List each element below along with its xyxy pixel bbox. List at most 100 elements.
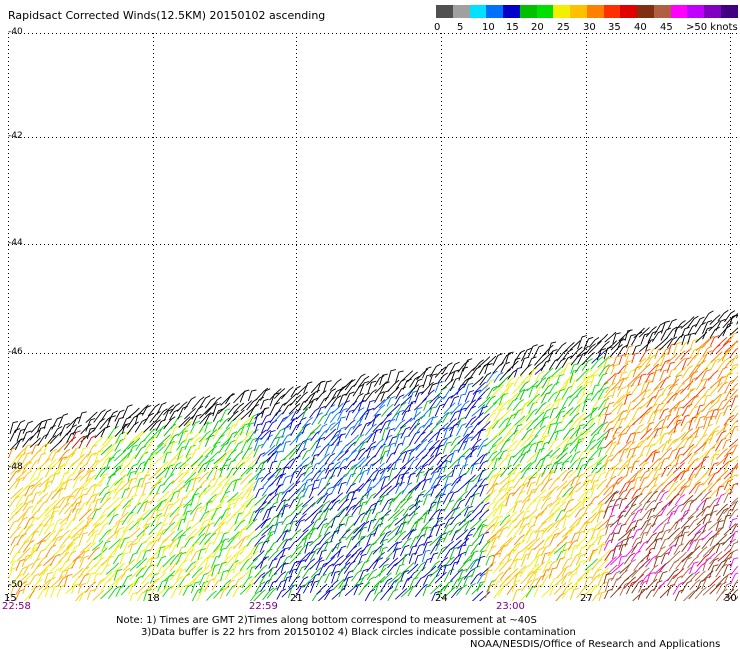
wind-barb — [408, 458, 419, 469]
wind-barb — [290, 385, 301, 398]
wind-barb — [379, 373, 388, 386]
wind-barb — [624, 552, 636, 565]
wind-barb — [358, 568, 369, 581]
wind-barb — [15, 452, 27, 466]
wind-barb — [266, 530, 276, 544]
wind-barb — [87, 444, 98, 458]
wind-barb — [715, 534, 728, 546]
wind-barb — [666, 462, 679, 477]
wind-barb — [148, 549, 161, 561]
wind-barb — [134, 461, 146, 475]
wind-barb — [120, 567, 131, 580]
wind-barb — [310, 567, 322, 578]
wind-barb — [204, 573, 214, 586]
wind-barb — [119, 478, 133, 491]
wind-barb — [38, 514, 50, 527]
wind-barb — [722, 322, 733, 337]
wind-barb — [729, 508, 738, 520]
wind-barb — [471, 454, 485, 467]
wind-barb — [381, 434, 393, 449]
wind-barb — [554, 388, 565, 402]
wind-barb — [525, 460, 537, 471]
wind-barb — [448, 490, 459, 502]
wind-barb — [450, 568, 463, 582]
wind-barb — [520, 356, 530, 368]
wind-barb — [591, 558, 603, 571]
wind-barb — [303, 431, 315, 445]
wind-barb — [254, 494, 267, 506]
wind-barb — [373, 399, 386, 411]
wind-barb — [645, 443, 656, 457]
wind-barb — [85, 556, 98, 570]
wind-barb — [379, 463, 392, 475]
wind-barb — [443, 499, 454, 512]
wind-barb — [492, 561, 505, 574]
wind-barb — [554, 542, 568, 555]
wind-barb — [736, 371, 738, 375]
wind-barb — [92, 540, 104, 551]
wind-barb — [653, 427, 663, 438]
wind-barb — [99, 514, 112, 526]
wind-barb — [701, 530, 713, 541]
wind-barb — [231, 440, 244, 454]
wind-barb — [603, 505, 613, 519]
wind-barb — [521, 372, 533, 384]
wind-barb — [500, 352, 512, 366]
wind-barb — [504, 535, 517, 548]
wind-barb — [176, 486, 186, 499]
wind-barb — [232, 504, 245, 516]
wind-barb — [507, 463, 520, 476]
wind-barb — [234, 519, 246, 532]
wind-barb — [366, 399, 375, 412]
wind-barb — [505, 449, 514, 461]
wind-barb — [15, 502, 28, 515]
wind-barb — [338, 514, 349, 526]
wind-barb — [121, 423, 131, 435]
wind-barb — [631, 579, 644, 594]
wind-barb — [336, 426, 347, 439]
wind-barb — [660, 352, 671, 367]
wind-barb — [36, 539, 46, 552]
wind-barb — [170, 576, 183, 590]
wind-barb — [694, 394, 706, 407]
wind-barb — [694, 587, 707, 600]
wind-barb — [484, 378, 495, 392]
wind-barb — [511, 580, 521, 593]
wind-barb — [351, 504, 362, 516]
wind-barb — [588, 446, 602, 460]
wind-barb — [190, 464, 202, 476]
wind-barb — [499, 514, 511, 526]
wind-barb — [78, 493, 88, 507]
wind-barb — [667, 430, 678, 445]
wind-barb — [275, 499, 287, 512]
wind-barb — [170, 586, 181, 599]
wind-barb — [8, 520, 19, 531]
wind-barb — [694, 570, 706, 582]
wind-barb — [353, 434, 365, 446]
wind-barb — [330, 563, 341, 577]
wind-barb — [372, 468, 384, 482]
wind-barb — [483, 355, 497, 368]
wind-barb — [288, 560, 300, 575]
wind-barb — [422, 366, 432, 379]
wind-barb — [129, 559, 142, 572]
wind-barb — [260, 398, 269, 410]
wind-barb — [52, 528, 64, 542]
wind-barb — [575, 401, 586, 415]
wind-barb — [178, 456, 192, 469]
wind-barb — [357, 440, 369, 453]
wind-barb — [219, 538, 230, 551]
wind-barb — [547, 550, 557, 563]
wind-barb — [455, 520, 470, 534]
wind-barb — [485, 515, 499, 529]
wind-barb — [281, 475, 291, 486]
wind-barb — [240, 502, 252, 517]
wind-barb — [52, 496, 65, 509]
wind-barb — [574, 577, 584, 590]
wind-barb — [603, 346, 613, 360]
wind-barb — [521, 428, 533, 441]
wind-barb — [630, 383, 642, 396]
wind-barb — [182, 584, 193, 596]
wind-barb — [303, 381, 313, 394]
wind-barb — [449, 410, 460, 423]
